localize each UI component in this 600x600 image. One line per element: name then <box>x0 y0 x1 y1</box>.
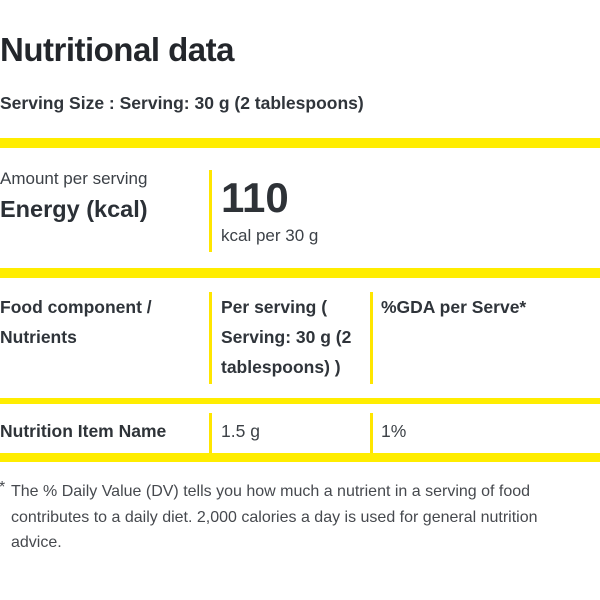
energy-unit: kcal per 30 g <box>221 226 319 245</box>
energy-value: 110 <box>221 174 289 221</box>
table-header-gda: %GDA per Serve* <box>381 297 527 317</box>
footnote-line: The % Daily Value (DV) tells you how muc… <box>11 483 531 500</box>
serving-size-text: Serving Size : Serving: 30 g (2 tablespo… <box>0 93 364 113</box>
header-column-separator-1 <box>209 292 212 384</box>
energy-name: Energy (kcal) <box>0 196 148 222</box>
per-serving-value: 1.5 g <box>221 421 260 441</box>
divider-header <box>0 398 600 404</box>
footnote-line: advice. <box>11 534 62 551</box>
amount-per-serving-label: Amount per serving <box>0 169 148 188</box>
divider-energy <box>0 268 600 278</box>
nutrition-item-name: Nutrition Item Name <box>0 421 167 441</box>
row-column-separator-2 <box>370 413 373 453</box>
header-column-separator-2 <box>370 292 373 384</box>
row-column-separator-1 <box>209 413 212 453</box>
footnote-line: contributes to a daily diet. 2,000 calor… <box>11 508 538 526</box>
page-title: Nutritional data <box>0 31 235 68</box>
gda-value: 1% <box>381 421 407 441</box>
table-header-component: Food component / Nutrients <box>0 297 152 347</box>
energy-column-separator <box>209 170 212 252</box>
table-header-per-serving: Per serving ( Serving: 30 g (2 tablespoo… <box>221 297 352 377</box>
footnote-marker: * <box>0 479 5 497</box>
divider-row <box>0 453 600 462</box>
divider-serving <box>0 138 600 148</box>
